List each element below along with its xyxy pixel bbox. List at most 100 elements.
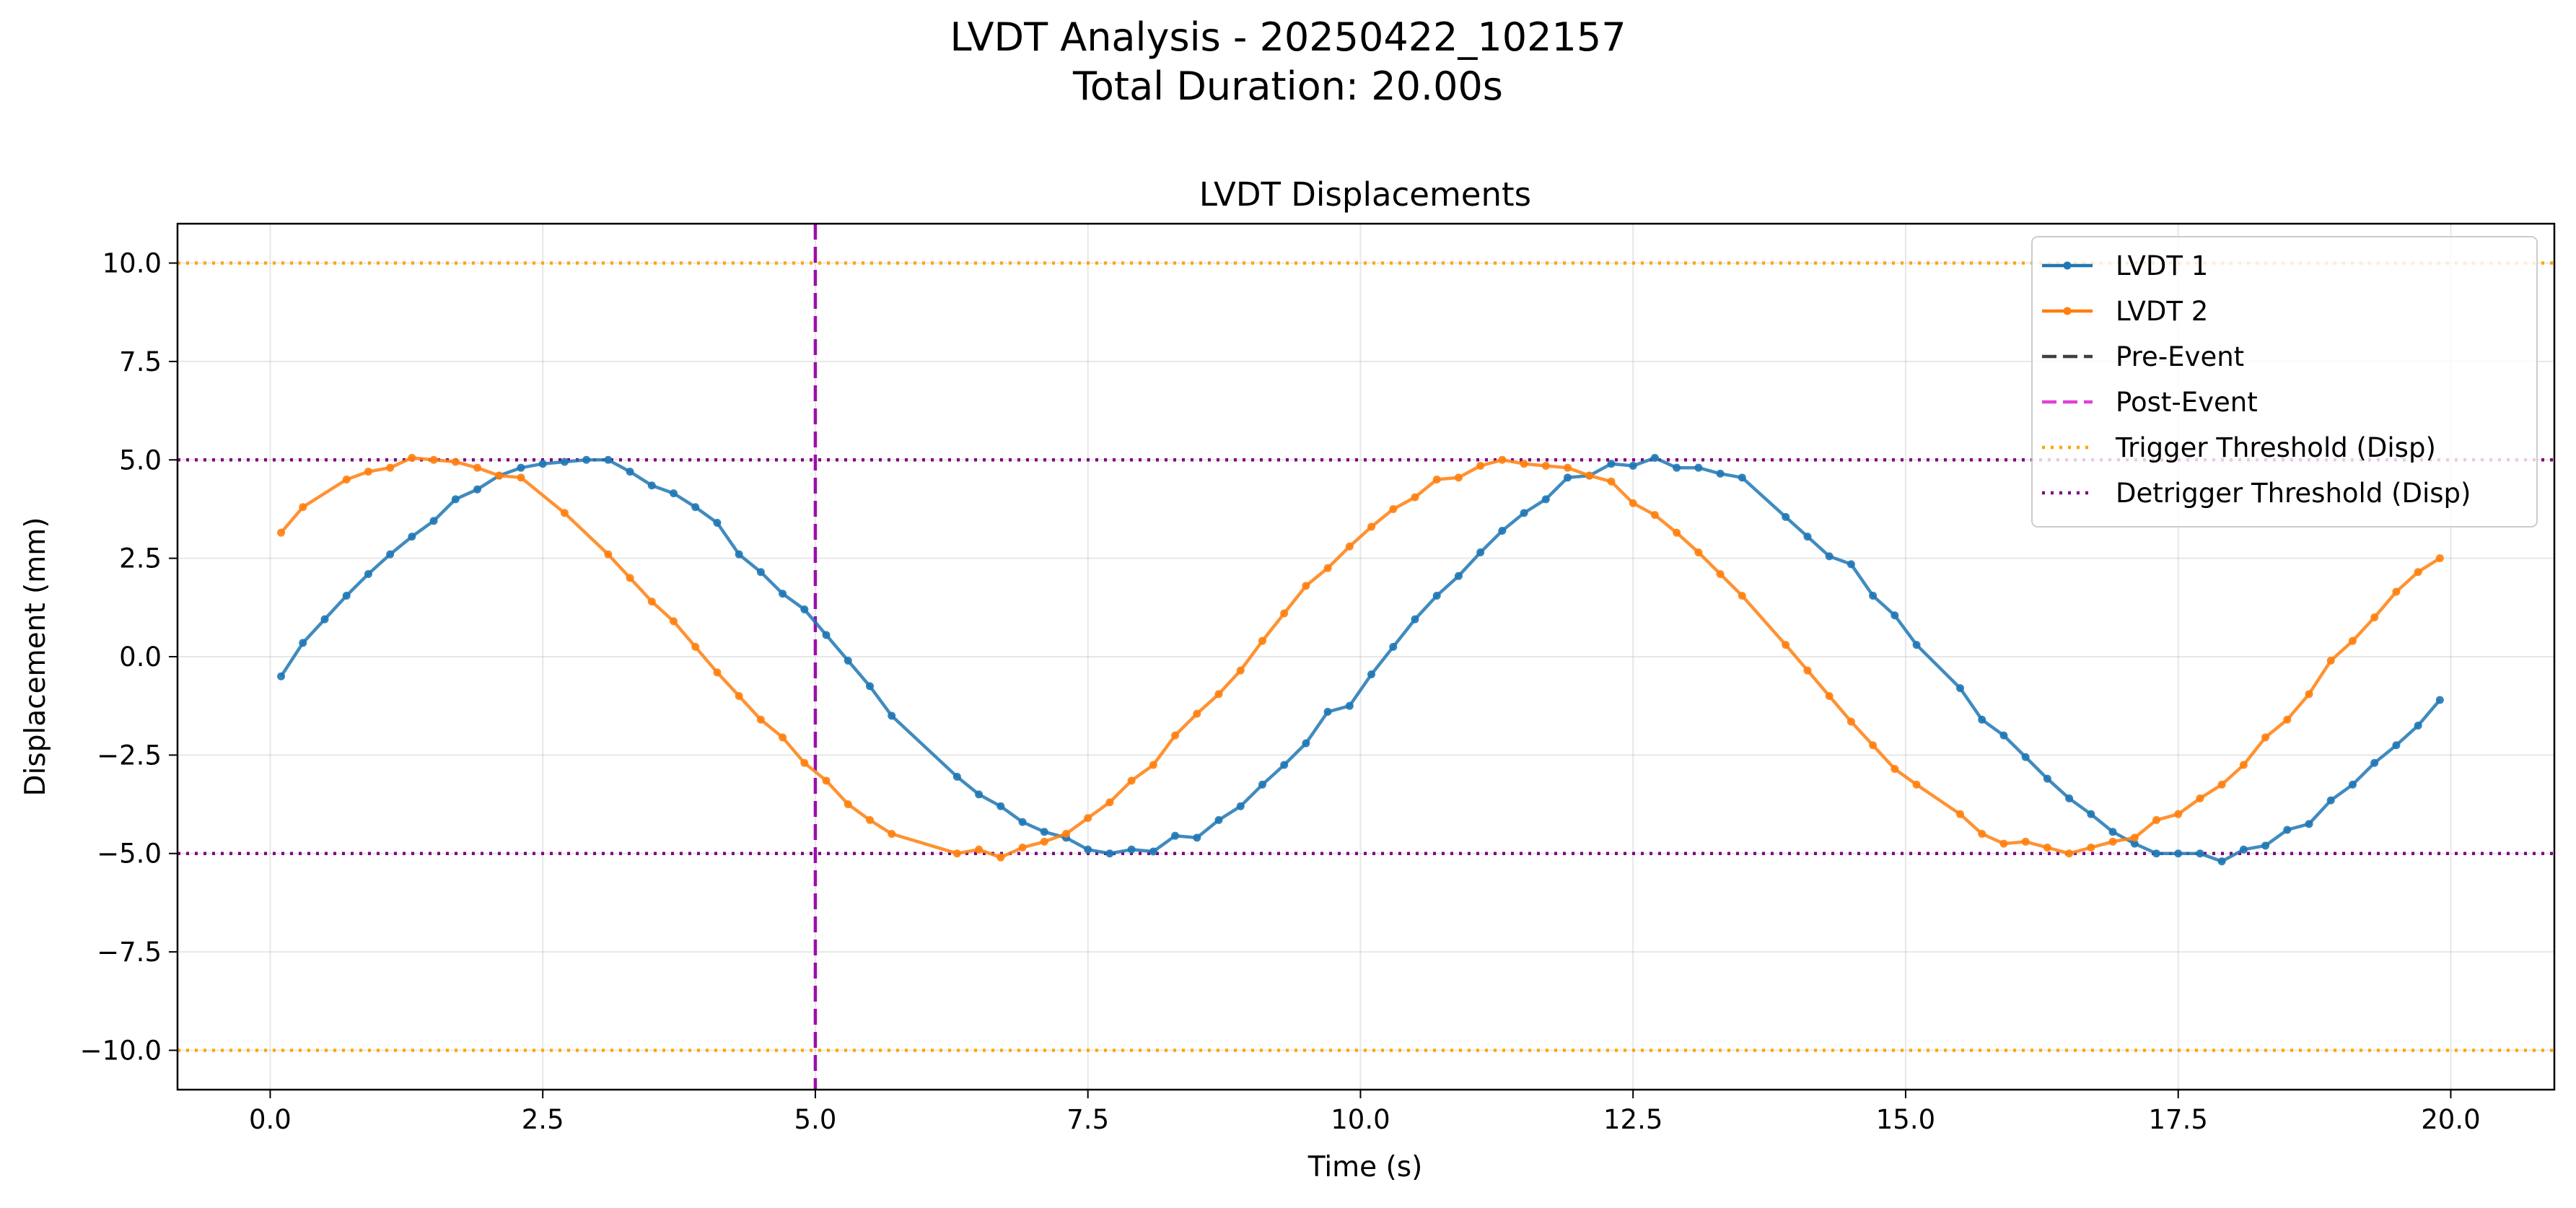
data-point [1084,845,1092,854]
data-point [1258,636,1266,645]
legend-entry: Pre-Event [2042,341,2244,372]
legend-label: LVDT 2 [2116,296,2208,327]
x-tick-label: 5.0 [794,1104,837,1135]
data-point [1084,814,1092,823]
data-point [1432,591,1441,600]
y-tick-label: 5.0 [119,445,162,476]
data-point [1105,849,1114,858]
data-point [2087,844,2095,852]
data-point [2392,741,2401,750]
series-1 [277,454,2444,866]
data-point [626,574,634,582]
data-point [1040,828,1048,836]
data-point [1869,591,1878,600]
figure-title-line-2: Total Duration: 20.00s [1072,64,1503,109]
data-point [822,631,831,639]
y-tick-label: −5.0 [97,839,162,870]
data-point [451,495,460,504]
data-point [538,460,547,468]
legend-entry: LVDT 2 [2042,296,2208,327]
data-point [1214,690,1223,699]
y-axis-label: Displacement (mm) [19,517,52,797]
data-point [1825,552,1834,561]
data-point [1367,522,1376,531]
data-point [1061,829,1070,838]
data-point [1520,509,1528,517]
y-tick-label: −7.5 [97,937,162,968]
legend-label: LVDT 1 [2116,250,2208,281]
data-point [1476,548,1485,556]
x-tick-label: 10.0 [1331,1104,1390,1135]
y-tick-label: −2.5 [97,740,162,771]
data-point [713,519,722,528]
data-point [1564,463,1572,472]
data-point [2152,815,2160,824]
data-point [2261,841,2270,850]
data-point [1302,582,1310,590]
data-point [1149,761,1157,769]
data-point [517,463,525,472]
legend-entry: Trigger Threshold (Disp) [2042,432,2436,463]
data-point [1454,572,1463,580]
data-point [451,458,460,466]
data-point [1585,471,1594,480]
data-point [2414,721,2422,730]
data-point [364,569,372,578]
data-series [277,454,2444,866]
data-point [1912,641,1921,649]
data-point [408,533,416,541]
legend-label: Trigger Threshold (Disp) [2115,432,2436,463]
data-point [1738,473,1746,482]
data-point [560,509,569,517]
axis-ticks: 0.0 2.5 5.0 7.5 10.0 12.5 15.0 17.5 20.0 10.0 7.5 5… [80,248,2481,1135]
data-point [473,485,482,494]
data-point [1694,548,1703,556]
figure-title-line-1: LVDT Analysis - 20250422_102157 [950,14,1626,60]
data-point [1214,815,1223,824]
data-point [495,471,504,480]
data-point [1564,473,1572,482]
data-point [800,605,809,614]
data-point [277,528,286,537]
data-point [2174,849,2183,858]
data-point [2239,845,2248,854]
data-point [1149,847,1157,856]
data-point [1673,528,1681,537]
x-tick-label: 7.5 [1066,1104,1109,1135]
data-point [1236,802,1245,810]
data-point [1171,731,1180,740]
x-tick-label: 15.0 [1876,1104,1935,1135]
data-point [2283,826,2292,834]
data-point [735,692,743,701]
data-point [800,758,809,767]
data-point [2196,794,2204,802]
data-point [582,455,591,464]
data-point [2326,656,2335,665]
data-point [647,598,656,606]
legend-label: Pre-Event [2116,341,2244,372]
y-tick-label: −10.0 [80,1035,162,1066]
data-point [713,668,722,677]
data-point [1498,526,1507,535]
data-point [2043,844,2051,852]
data-point [1280,761,1289,769]
data-point [844,800,852,809]
data-point [1629,461,1637,470]
data-point [2065,794,2074,802]
data-point [2414,568,2422,577]
legend: LVDT 1 LVDT 2 Pre-Event Post-Event Trigger T… [2031,236,2538,528]
data-point [1956,684,1964,693]
legend-entry: Detrigger Threshold (Disp) [2042,478,2471,509]
data-point [1411,615,1419,623]
data-point [1541,461,1550,470]
data-point [1520,460,1528,468]
data-point [1345,542,1354,551]
data-point [2217,780,2226,789]
data-point [1607,477,1616,486]
data-point [1999,839,2008,848]
data-point [1411,493,1419,502]
data-point [1040,837,1048,846]
legend-box [2031,236,2538,528]
